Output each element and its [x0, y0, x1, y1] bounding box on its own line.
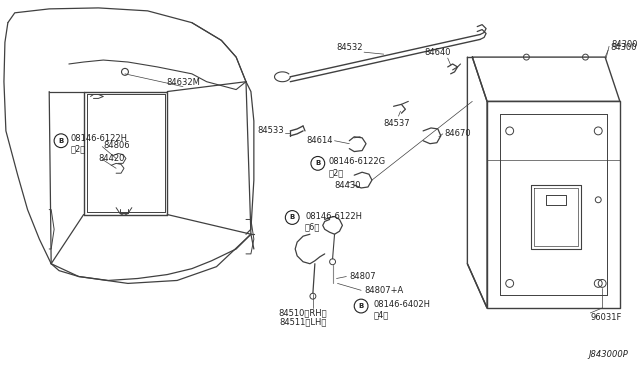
Text: 84632M: 84632M — [166, 78, 200, 87]
Text: 84614: 84614 — [306, 136, 333, 145]
Text: 08146-6402H
（4）: 08146-6402H （4） — [374, 300, 431, 320]
Text: 84420: 84420 — [99, 154, 125, 163]
Text: 84806: 84806 — [103, 141, 130, 150]
Text: B: B — [58, 138, 63, 144]
Text: 84807+A: 84807+A — [364, 286, 403, 295]
Text: 84640: 84640 — [424, 48, 451, 57]
Text: B: B — [290, 215, 295, 221]
Text: 96031F: 96031F — [590, 313, 621, 322]
Text: 08146-6122H
（6）: 08146-6122H （6） — [305, 212, 362, 231]
Text: 84670: 84670 — [445, 129, 472, 138]
Text: 84511（LH）: 84511（LH） — [280, 318, 327, 327]
Text: 84533: 84533 — [258, 126, 284, 135]
Text: B: B — [358, 303, 364, 309]
Text: 84807: 84807 — [349, 272, 376, 281]
Text: J843000P: J843000P — [588, 350, 628, 359]
Text: 08146-6122H
（2）: 08146-6122H （2） — [71, 134, 128, 153]
Text: 84300: 84300 — [611, 40, 637, 49]
Text: 84300: 84300 — [610, 43, 637, 52]
Text: 84510（RH）: 84510（RH） — [279, 308, 328, 317]
Text: B: B — [315, 160, 321, 166]
Text: 84532: 84532 — [336, 43, 362, 52]
Text: 84430: 84430 — [335, 180, 361, 189]
Text: 08146-6122G
（2）: 08146-6122G （2） — [329, 157, 386, 177]
Text: 84537: 84537 — [384, 119, 410, 128]
